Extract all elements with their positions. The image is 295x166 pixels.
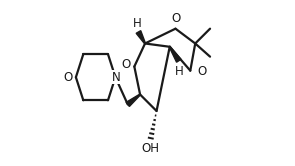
Text: O: O [171,12,181,25]
Text: O: O [64,71,73,84]
Text: N: N [112,71,121,84]
Text: O: O [197,65,206,78]
Polygon shape [136,31,145,44]
Text: O: O [121,58,130,71]
Polygon shape [169,46,181,62]
Text: OH: OH [142,142,160,155]
Text: H: H [175,65,184,78]
Polygon shape [126,94,140,106]
Text: H: H [132,16,141,30]
